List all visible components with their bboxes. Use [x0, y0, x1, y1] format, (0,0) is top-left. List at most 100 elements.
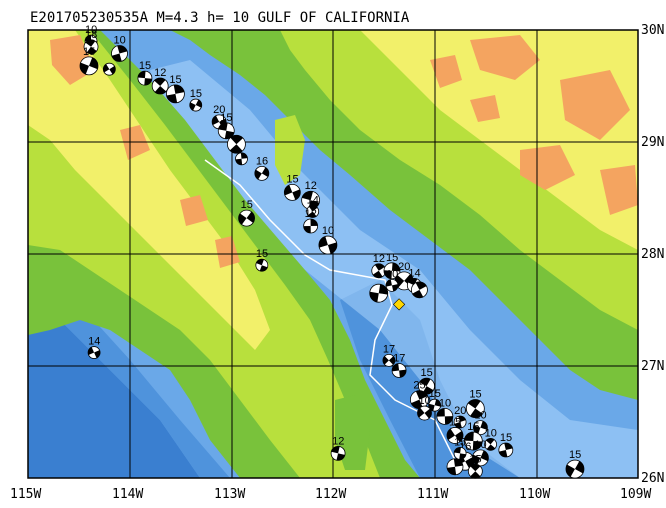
sonora-highland	[430, 35, 638, 215]
beachball-quadrant	[458, 416, 466, 422]
event-depth-label: 15	[83, 46, 95, 58]
beachball-quadrant	[86, 46, 97, 54]
beachball	[369, 283, 389, 303]
event-depth-label: 15	[286, 173, 298, 185]
main-event-marker	[393, 298, 406, 311]
event-depth-label: 10	[439, 397, 451, 409]
event-depth-label: 12	[373, 253, 385, 265]
beachball: 12	[330, 435, 346, 461]
beachball: 15	[383, 252, 401, 280]
beachball-quadrant	[301, 191, 313, 201]
event-depth-label: 15	[139, 60, 151, 72]
beachball-quadrant	[292, 189, 301, 200]
beachball-quadrant	[254, 169, 262, 180]
beachball-quadrant	[154, 78, 166, 86]
beachball-quadrant	[382, 356, 389, 365]
beachball-quadrant	[230, 135, 243, 145]
lon-label: 114W	[112, 487, 143, 502]
beachball-quadrant	[485, 438, 495, 445]
beachball-quadrant	[436, 408, 445, 417]
beachball: 15	[217, 112, 235, 140]
beachball-quadrant	[399, 369, 407, 378]
beachball-quadrant	[447, 466, 457, 475]
beachball: 10	[318, 225, 338, 255]
pacific-deep-water	[28, 320, 200, 478]
beachball-quadrant	[327, 242, 337, 254]
beachball-quadrant	[454, 447, 461, 454]
beachball: 15	[137, 60, 153, 86]
event-depth-label: 15	[429, 388, 441, 400]
lon-label: 110W	[519, 487, 550, 502]
event-depth-label: 10	[85, 24, 97, 36]
beachball: 12	[151, 67, 169, 95]
lon-label: 113W	[214, 487, 245, 502]
beachball-quadrant	[310, 219, 318, 226]
beachball-quadrant	[391, 262, 400, 272]
beachball-quadrant	[246, 211, 255, 223]
beachball-quadrant	[80, 62, 89, 75]
beachball-quadrant	[480, 450, 489, 462]
beachball-quadrant	[369, 291, 379, 303]
beachball: 15	[189, 88, 203, 112]
beachball-quadrant	[470, 464, 481, 472]
beachball-quadrant	[470, 408, 483, 418]
beachball: 15	[418, 367, 435, 395]
event-depth-label: 20	[454, 405, 466, 417]
beachball: 15	[428, 388, 442, 412]
beachball-quadrant	[424, 408, 432, 419]
beachball	[235, 152, 248, 166]
beachball-quadrant	[224, 130, 235, 139]
event-depth-label: 18	[85, 29, 97, 41]
map-title: E201705230535A M=4.3 h= 10 GULF OF CALIF…	[30, 10, 410, 26]
beachball-quadrant	[444, 416, 453, 425]
beachball-quadrant	[504, 443, 513, 450]
beachball-quadrant	[415, 390, 428, 400]
beachball-quadrant	[388, 356, 395, 365]
beachball-quadrant	[212, 115, 220, 126]
beachball-quadrant	[422, 386, 434, 395]
beachball: 15	[238, 199, 255, 227]
beachball-quadrant	[318, 236, 328, 248]
beachball-quadrant	[392, 363, 400, 372]
lon-label: 111W	[417, 487, 448, 502]
beachball-quadrant	[240, 152, 248, 159]
beachball-quadrant	[411, 399, 423, 409]
event-depth-label: 15	[256, 248, 268, 260]
beachball: 15	[255, 248, 269, 272]
beachball-quadrant	[383, 270, 392, 279]
beachball-quadrant	[259, 265, 268, 272]
beachball	[411, 281, 428, 299]
beachball: 14	[87, 336, 101, 359]
event-depth-label: 10	[114, 35, 126, 47]
beachball-quadrant	[144, 78, 152, 86]
beachball: 15	[465, 389, 485, 418]
beachball-quadrant	[378, 284, 388, 295]
beachball-quadrant	[480, 420, 488, 430]
beachball-quadrant	[109, 66, 116, 75]
event-depth-label: 15	[569, 449, 581, 461]
lon-label: 112W	[315, 487, 346, 502]
beachball: 15	[467, 453, 483, 479]
event-depth-label: 15	[169, 74, 181, 86]
event-depth-label: 12	[305, 208, 317, 220]
beachball-quadrant	[173, 84, 185, 94]
beachball	[227, 134, 246, 154]
beachball: 20	[453, 405, 467, 429]
baja-highland	[50, 35, 240, 268]
beachball-quadrant	[385, 279, 392, 287]
beachball-quadrant	[229, 144, 243, 154]
beachball: 17	[391, 352, 407, 378]
lon-label: 115W	[10, 487, 41, 502]
beachball-quadrant	[85, 39, 96, 47]
beachball-quadrant	[415, 281, 427, 290]
beachball-quadrant	[256, 259, 264, 266]
beachball: 14	[306, 194, 320, 218]
beachball: 15	[498, 432, 514, 458]
beachball: 15	[446, 416, 464, 444]
beachball-quadrant	[412, 289, 424, 298]
beachball-quadrant	[88, 347, 95, 356]
beachball-quadrant	[447, 428, 455, 440]
event-depth-label: 25	[413, 380, 425, 392]
beachball-quadrant	[459, 453, 467, 460]
